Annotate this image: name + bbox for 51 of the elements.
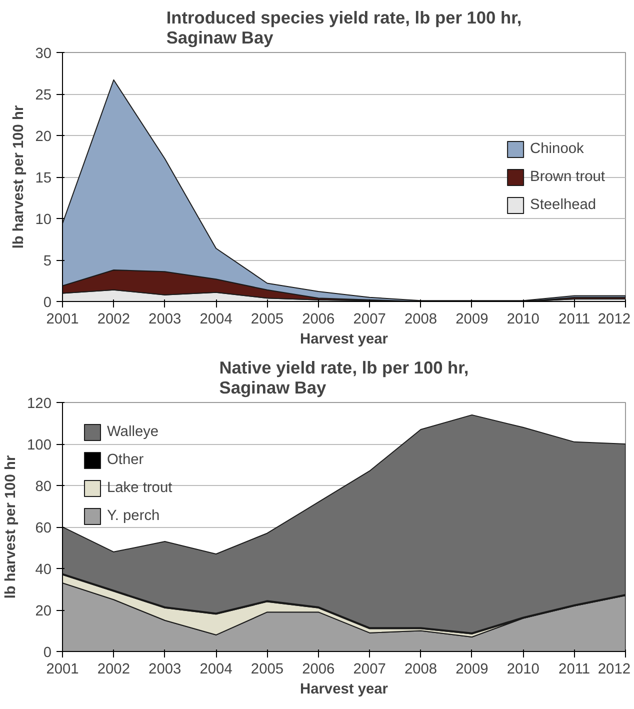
y-axis-title: lb harvest per 100 hr <box>11 105 28 249</box>
x-tick-label: 2001 <box>46 312 79 328</box>
x-tick-label: 2004 <box>200 312 232 328</box>
x-tick-label: 2009 <box>456 312 488 328</box>
x-tick-label: 2012 <box>598 312 631 328</box>
x-tick-label: 2007 <box>353 312 386 328</box>
y-tick-label: 120 <box>27 396 52 412</box>
chart-title: Native yield rate, lb per 100 hr, Saginaw Bay <box>219 358 469 398</box>
y-tick-label: 10 <box>35 212 52 228</box>
legend-label: Steelhead <box>530 196 596 212</box>
x-tick-label: 2008 <box>404 662 438 678</box>
legend-label: Y. perch <box>107 508 160 524</box>
y-tick-label: 100 <box>27 438 52 454</box>
y-tick-label: 40 <box>35 562 52 578</box>
legend-label: Chinook <box>530 140 584 156</box>
x-tick-label: 2006 <box>302 312 335 328</box>
legend-label: Walleye <box>107 424 159 440</box>
x-tick-label: 2001 <box>46 662 79 678</box>
x-tick-label: 2010 <box>506 312 540 328</box>
y-tick-label: 20 <box>35 604 52 620</box>
x-tick-label: 2009 <box>456 662 488 678</box>
y-axis-title: lb harvest per 100 hr <box>3 455 20 599</box>
y-tick-label: 0 <box>43 295 52 311</box>
legend-label: Other <box>107 452 144 468</box>
y-tick-label: 15 <box>35 170 52 186</box>
y-tick-label: 5 <box>43 254 52 270</box>
x-tick-label: 2005 <box>250 662 284 678</box>
y-tick-label: 30 <box>35 46 52 62</box>
x-axis-title: Harvest year <box>300 332 388 348</box>
x-tick-label: 2011 <box>558 662 590 678</box>
y-tick-label: 20 <box>35 129 52 145</box>
legend-label: Lake trout <box>107 480 172 496</box>
y-tick-label: 0 <box>43 645 52 661</box>
x-tick-label: 2008 <box>404 312 438 328</box>
chart-title: Introduced species yield rate, lb per 100 hr, Saginaw Bay <box>166 8 522 48</box>
x-tick-label: 2006 <box>302 662 335 678</box>
x-tick-label: 2002 <box>97 312 130 328</box>
legend-label: Brown trout <box>530 168 605 184</box>
x-tick-label: 2005 <box>250 312 284 328</box>
x-axis-title: Harvest year <box>300 682 388 698</box>
x-tick-label: 2011 <box>558 312 590 328</box>
x-tick-label: 2010 <box>506 662 540 678</box>
y-tick-label: 60 <box>35 520 52 536</box>
x-tick-label: 2007 <box>353 662 386 678</box>
x-tick-label: 2012 <box>598 662 631 678</box>
x-tick-label: 2003 <box>148 312 182 328</box>
x-tick-label: 2002 <box>97 662 130 678</box>
x-tick-label: 2003 <box>148 662 182 678</box>
y-tick-label: 25 <box>35 88 52 104</box>
x-tick-label: 2004 <box>200 662 232 678</box>
y-tick-label: 80 <box>35 479 52 495</box>
